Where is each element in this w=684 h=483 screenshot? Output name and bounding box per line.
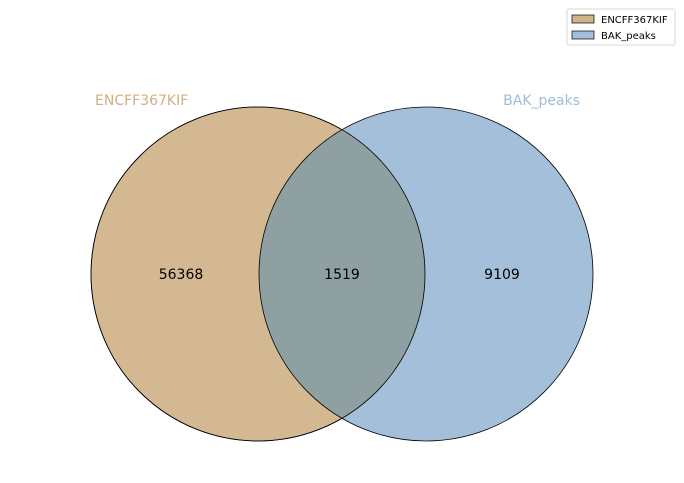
- region-only-b-count: 9109: [484, 267, 520, 283]
- region-only-a-count: 56368: [159, 267, 204, 283]
- legend-swatch-a: [571, 14, 595, 24]
- legend-swatch-b: [571, 30, 595, 40]
- set-a-outline: [90, 106, 426, 442]
- legend: ENCFF367KIF BAK_peaks: [566, 8, 676, 46]
- legend-label-a: ENCFF367KIF: [601, 15, 668, 26]
- region-intersection-count: 1519: [324, 267, 360, 283]
- legend-label-b: BAK_peaks: [601, 31, 656, 42]
- set-b-outline: [258, 106, 594, 442]
- set-b-label: BAK_peaks: [503, 93, 580, 109]
- intersection-region: [259, 107, 425, 441]
- set-a-label: ENCFF367KIF: [95, 93, 188, 109]
